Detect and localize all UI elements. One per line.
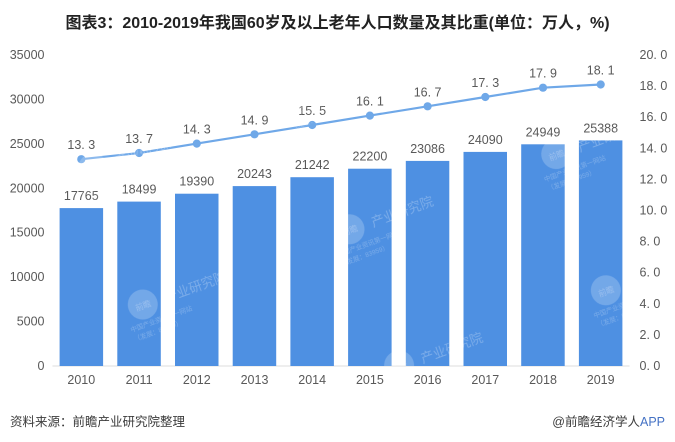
svg-text:12. 0: 12. 0 (640, 172, 668, 186)
svg-text:6. 0: 6. 0 (640, 266, 661, 280)
svg-text:2018: 2018 (529, 373, 557, 387)
svg-text:2012: 2012 (183, 373, 211, 387)
svg-text:20000: 20000 (10, 181, 45, 195)
svg-text:5000: 5000 (17, 315, 45, 329)
svg-text:10000: 10000 (10, 270, 45, 284)
svg-text:2014: 2014 (298, 373, 326, 387)
svg-text:8. 0: 8. 0 (640, 235, 661, 249)
svg-text:2013: 2013 (241, 373, 269, 387)
svg-text:18. 0: 18. 0 (640, 79, 668, 93)
svg-text:0. 0: 0. 0 (640, 359, 661, 373)
svg-text:14. 0: 14. 0 (640, 141, 668, 155)
svg-text:2017: 2017 (471, 373, 499, 387)
svg-text:10. 0: 10. 0 (640, 204, 668, 218)
svg-text:4. 0: 4. 0 (640, 297, 661, 311)
svg-text:2010: 2010 (67, 373, 95, 387)
svg-text:20. 0: 20. 0 (640, 48, 668, 62)
svg-text:16. 0: 16. 0 (640, 110, 668, 124)
svg-text:2016: 2016 (414, 373, 442, 387)
svg-text:25000: 25000 (10, 137, 45, 151)
svg-text:2. 0: 2. 0 (640, 328, 661, 342)
svg-text:2011: 2011 (126, 373, 153, 387)
svg-text:2019: 2019 (587, 373, 615, 387)
svg-text:15000: 15000 (10, 226, 45, 240)
svg-text:35000: 35000 (10, 48, 45, 62)
svg-text:2015: 2015 (356, 373, 384, 387)
svg-text:0: 0 (38, 359, 45, 373)
svg-text:30000: 30000 (10, 92, 45, 106)
